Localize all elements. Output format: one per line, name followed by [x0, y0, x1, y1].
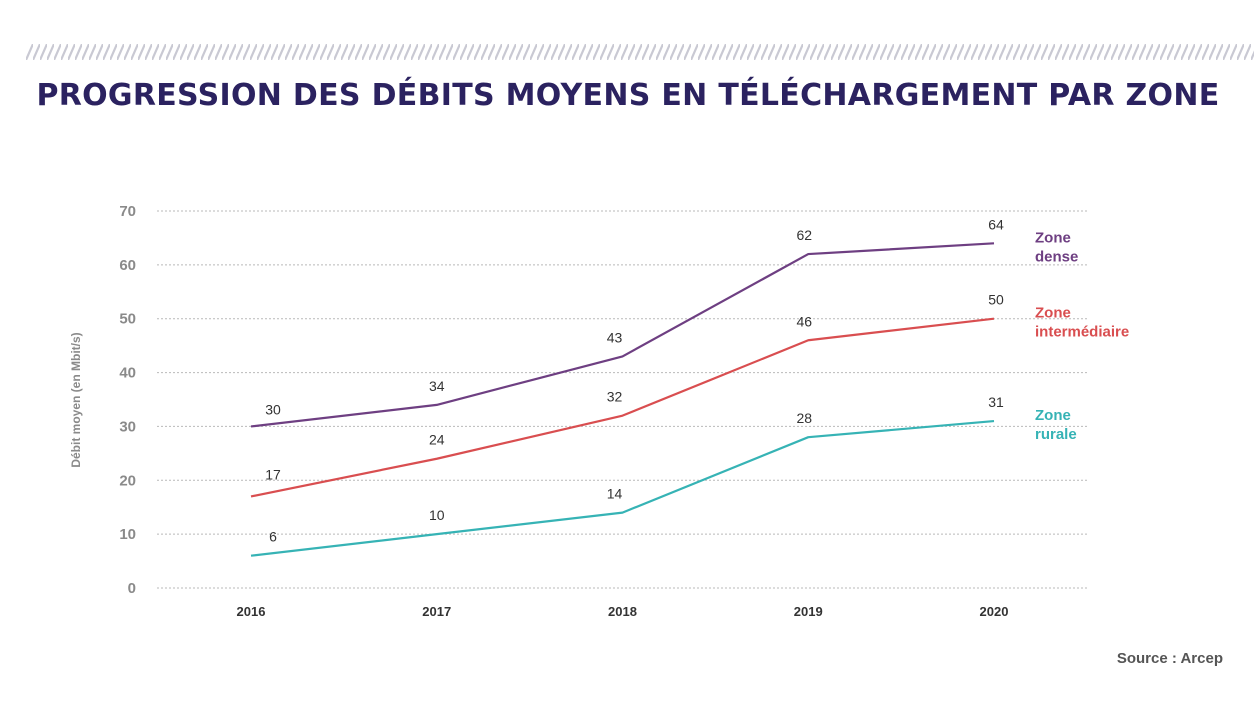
- legend-label: Zone: [1035, 305, 1071, 322]
- series-line: [250, 317, 995, 498]
- y-axis-label: Débit moyen (en Mbit/s): [69, 332, 83, 467]
- data-label: 14: [607, 486, 623, 502]
- data-label: 17: [265, 466, 281, 482]
- legend-label: dense: [1035, 248, 1078, 265]
- hatched-decoration-band: [26, 44, 1254, 60]
- data-label: 24: [429, 432, 445, 448]
- data-label: 34: [429, 378, 445, 394]
- series-line: [250, 419, 995, 557]
- y-tick-label: 30: [119, 418, 136, 435]
- chart-title: PROGRESSION DES DÉBITS MOYENS EN TÉLÉCHA…: [36, 78, 1220, 113]
- y-tick-label: 10: [119, 526, 136, 543]
- y-tick-label: 60: [119, 257, 136, 274]
- y-tick-label: 40: [119, 365, 136, 382]
- y-tick-label: 0: [128, 580, 136, 597]
- x-tick-label: 2020: [980, 604, 1009, 619]
- data-label: 28: [796, 410, 812, 426]
- data-label: 10: [429, 507, 445, 523]
- data-label: 64: [988, 216, 1004, 232]
- legend-label: intermédiaire: [1035, 324, 1129, 341]
- data-label: 31: [988, 394, 1004, 410]
- x-tick-label: 2017: [422, 604, 451, 619]
- data-label: 6: [269, 529, 277, 545]
- x-tick-label: 2019: [794, 604, 823, 619]
- x-tick-label: 2018: [608, 604, 637, 619]
- y-tick-label: 50: [119, 311, 136, 328]
- data-label: 50: [988, 292, 1004, 308]
- legend-label: rurale: [1035, 426, 1077, 443]
- data-label: 46: [796, 313, 812, 329]
- data-label: 43: [607, 329, 623, 345]
- data-label: 62: [796, 227, 812, 243]
- source-note: Source : Arcep: [1116, 650, 1223, 667]
- legend-label: Zone: [1035, 229, 1071, 246]
- data-label: 32: [607, 389, 623, 405]
- x-tick-label: 2016: [237, 604, 266, 619]
- data-label: 30: [265, 401, 281, 417]
- series-line: [250, 242, 995, 428]
- y-tick-label: 20: [119, 472, 136, 489]
- y-tick-label: 70: [119, 203, 136, 220]
- legend-label: Zone: [1035, 407, 1071, 424]
